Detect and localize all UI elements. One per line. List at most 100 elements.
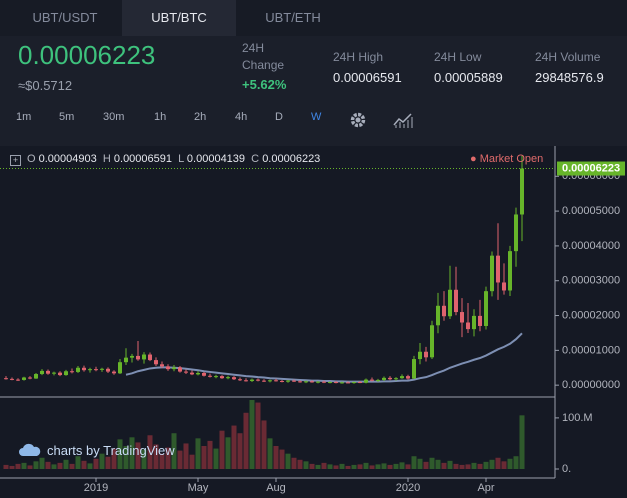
- volume-bar: [87, 463, 93, 470]
- volume-bar: [279, 449, 285, 470]
- volume-bar: [93, 458, 99, 470]
- volume-bar: [321, 462, 327, 470]
- candle-body: [502, 282, 506, 291]
- candle-body: [424, 351, 428, 358]
- interval-button[interactable]: D: [275, 111, 283, 123]
- interval-button[interactable]: 2h: [194, 111, 207, 123]
- candle-body: [190, 372, 194, 375]
- interval-button[interactable]: W: [311, 111, 322, 123]
- legend-value: 0.00004903: [38, 153, 97, 165]
- y-tick-label: 0.00001000: [562, 344, 620, 356]
- candle-body: [256, 379, 260, 381]
- candle-body: [286, 380, 290, 382]
- candle-body: [244, 380, 248, 382]
- branding[interactable]: charts by TradingView: [18, 443, 175, 458]
- tab[interactable]: UBT/ETH: [265, 10, 321, 25]
- volume-bar: [129, 437, 135, 470]
- y-tick-label: 0.00003000: [562, 275, 620, 287]
- candle-body: [262, 380, 266, 382]
- interval-button[interactable]: 1h: [154, 111, 167, 123]
- volume-label: 24H Volume: [535, 50, 601, 64]
- candle-body: [340, 382, 344, 384]
- volume-bar: [171, 433, 177, 470]
- candle-body: [460, 312, 464, 323]
- candle-body: [418, 351, 422, 360]
- candle-body: [304, 381, 308, 383]
- volume-bar: [117, 439, 123, 470]
- candle-body: [112, 371, 116, 374]
- candle-body: [94, 369, 98, 371]
- cloud-icon: [19, 443, 41, 456]
- candle-body: [184, 371, 188, 373]
- volume-bar: [141, 449, 147, 470]
- volume-bar: [177, 450, 183, 470]
- x-tick-label: Aug: [266, 482, 286, 494]
- volume-bar: [81, 460, 87, 470]
- volume-bar: [123, 446, 129, 470]
- candle-body: [238, 379, 242, 381]
- candle-body: [202, 372, 206, 376]
- market-status-text: Market Open: [479, 153, 544, 165]
- volume-bar: [339, 463, 345, 470]
- candle-body: [364, 379, 368, 383]
- legend-value: 0.00006223: [262, 153, 321, 165]
- volume-bar: [297, 459, 303, 470]
- candle-body: [142, 354, 146, 360]
- volume-bar: [111, 448, 117, 470]
- volume-bar: [153, 444, 159, 470]
- tab[interactable]: UBT/BTC: [122, 0, 236, 36]
- legend-label: O: [27, 153, 36, 165]
- indicators-icon[interactable]: [393, 111, 413, 129]
- market-status: ● Market Open: [470, 153, 544, 165]
- usd-price: ≈$0.5712: [18, 78, 73, 93]
- price: 0.00006223: [18, 40, 156, 70]
- candle-body: [406, 376, 410, 379]
- volume-bar: [423, 461, 429, 470]
- volume-bar: [273, 446, 279, 470]
- candle-body: [232, 377, 236, 380]
- y-tick-label: 0.00000000: [562, 379, 620, 391]
- candle-body: [514, 214, 518, 252]
- volume-bar: [483, 461, 489, 470]
- candle-body: [58, 372, 62, 376]
- volume-bar: [345, 465, 351, 470]
- branding-text: charts by TradingView: [47, 443, 175, 458]
- volume-bar: [135, 442, 141, 470]
- interval-button[interactable]: 4h: [235, 111, 248, 123]
- legend-label: L: [178, 153, 184, 165]
- volume-bar: [69, 463, 75, 470]
- volume-bar: [165, 447, 171, 470]
- last-price-label: 0.00006223: [562, 162, 620, 174]
- settings-icon[interactable]: [348, 110, 368, 130]
- volume-bar: [435, 459, 441, 470]
- ohlc-legend: + O 0.00004903 H 0.00006591 L 0.00004139 …: [10, 153, 320, 166]
- volume-bar: [285, 453, 291, 470]
- volume-bar: [471, 462, 477, 470]
- candle-body: [118, 362, 122, 374]
- volume-bar: [387, 464, 393, 470]
- volume-bar: [237, 433, 243, 470]
- volume-bar: [465, 464, 471, 470]
- candle-body: [358, 382, 362, 384]
- volume-bar: [309, 463, 315, 470]
- tab[interactable]: UBT/USDT: [32, 10, 98, 25]
- volume-bar: [357, 464, 363, 470]
- legend-label: C: [251, 153, 260, 165]
- volume-bar: [249, 400, 255, 470]
- candle-body: [154, 360, 158, 365]
- volume-bar: [453, 463, 459, 470]
- candle-body: [76, 367, 80, 372]
- interval-button[interactable]: 1m: [16, 111, 32, 123]
- volume-bar: [159, 453, 165, 470]
- interval-button[interactable]: 30m: [103, 111, 125, 123]
- candle-body: [328, 382, 332, 384]
- volume-bar: [15, 463, 21, 470]
- interval-button[interactable]: 5m: [59, 111, 75, 123]
- candle-body: [88, 369, 92, 371]
- volume-bar: [327, 464, 333, 470]
- x-tick-label: 2019: [84, 482, 108, 494]
- candle-body: [370, 379, 374, 381]
- candle-body: [316, 381, 320, 383]
- collapse-icon[interactable]: +: [10, 155, 21, 166]
